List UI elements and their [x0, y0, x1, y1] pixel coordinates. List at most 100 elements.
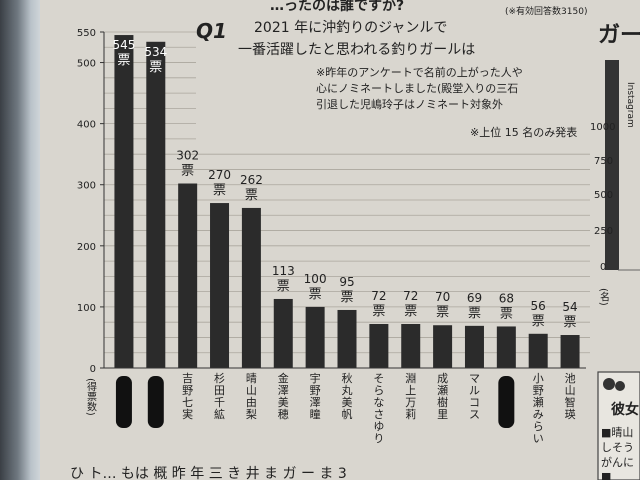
y-axis-label: (得票数) [85, 378, 97, 416]
bar [146, 41, 166, 369]
top-right-fragment: ガー [598, 23, 640, 48]
header-note: (※有効回答数3150) [505, 5, 587, 17]
unit-label: 票 [564, 315, 577, 330]
right-xlabel: (名) [598, 288, 610, 306]
bar [210, 203, 230, 368]
sidebar-line-2: しそう [601, 441, 634, 454]
bar [401, 324, 421, 368]
y-tick-label: 550 [77, 28, 96, 39]
bar [337, 309, 357, 368]
unit-label: 票 [277, 279, 290, 294]
bar [114, 35, 134, 369]
bar [433, 325, 453, 368]
unit-label: 票 [181, 164, 194, 179]
value-label: 70 [435, 290, 450, 304]
value-label: 302 [176, 149, 199, 163]
value-label: 69 [467, 291, 482, 305]
category-label: 成瀬樹里 [437, 372, 448, 421]
right-tick-0: 0 [600, 262, 606, 273]
unit-label: 票 [372, 304, 385, 319]
category-label: 小野瀬みらい [533, 372, 544, 445]
y-tick-label: 500 [77, 59, 96, 70]
y-tick-label: 100 [77, 303, 96, 314]
bars: 545票534票302票吉野七実270票杉田千絋262票晴山由梨113票金澤美穂… [112, 35, 580, 445]
value-label: 68 [499, 291, 514, 305]
unit-label: 票 [117, 53, 130, 68]
unit-label: 票 [468, 306, 481, 321]
value-label: 534 [144, 45, 167, 59]
unit-label: 票 [436, 305, 449, 320]
category-label: そらなさゆり [373, 372, 384, 445]
bar [496, 326, 516, 368]
value-label: 54 [562, 300, 577, 314]
sidebar-line-1: ■晴山 [601, 426, 633, 439]
bar [464, 325, 484, 368]
y-tick-label: 400 [77, 120, 96, 131]
category-label: マルコス [469, 372, 480, 421]
category-label: 杉田千絋 [214, 371, 225, 421]
category-label: 宇野澤瞳 [310, 372, 321, 421]
category-label: 吉野七実 [182, 372, 193, 421]
sidebar-line-3: がんに [601, 455, 634, 469]
unit-label: 票 [500, 306, 513, 321]
unit-label: 票 [532, 314, 545, 329]
unit-label: 票 [213, 183, 226, 198]
speech-bubble-icon [603, 378, 625, 391]
value-label: 270 [208, 168, 231, 182]
right-partial-chart: 1000 750 500 250 0 (名) Instagram [590, 60, 640, 306]
category-label: 淵上万莉 [405, 372, 416, 421]
right-tick-500: 500 [594, 190, 613, 201]
y-tick-label: 200 [77, 242, 96, 253]
value-label: 113 [272, 264, 295, 278]
heading-fragment: …ったのは誰ですか? [270, 0, 404, 14]
bar [241, 207, 261, 368]
right-tick-250: 250 [594, 226, 613, 237]
category-label: 晴山由梨 [246, 372, 257, 421]
footnote: ※上位 15 名のみ発表 [470, 125, 577, 139]
value-label: 545 [112, 38, 135, 52]
unit-label: 票 [149, 60, 162, 75]
right-chart-bar [605, 60, 619, 270]
note-line-1: ※昨年のアンケートで名前の上がった人や [316, 65, 523, 79]
unit-label: 票 [340, 290, 353, 305]
right-bar-label: Instagram [625, 82, 635, 128]
sidebar-title: 彼女 [611, 401, 639, 418]
unit-label: 票 [245, 188, 258, 203]
bar [560, 335, 580, 368]
category-label: 池山智瑛 [565, 372, 576, 421]
bar [528, 333, 548, 368]
redacted-name [147, 376, 164, 428]
value-label: 95 [339, 275, 354, 289]
value-label: 72 [371, 289, 386, 303]
value-label: 72 [403, 289, 418, 303]
category-label: 金澤美穂 [278, 371, 289, 421]
note-line-2: 心にノミネートしました(殿堂入りの三石 [316, 82, 518, 95]
y-axis: 0 100 200 300 400 500 550 [77, 28, 105, 375]
category-label: 秋丸美帆 [342, 371, 353, 421]
unit-label: 票 [309, 287, 322, 302]
bar [178, 183, 198, 368]
chart-title-line-1: 2021 年に沖釣りのジャンルで [254, 20, 447, 36]
question-number: Q1 [196, 19, 227, 43]
y-tick-label: 300 [77, 181, 96, 192]
sidebar-box: 彼女 ■晴山 しそう がんに ■ [597, 371, 640, 480]
sidebar-line-4: ■ [601, 470, 611, 480]
value-label: 56 [531, 299, 546, 313]
value-label: 262 [240, 173, 263, 187]
chart-title-line-2: 一番活躍したと思われる釣りガールは [238, 42, 475, 58]
unit-label: 票 [404, 304, 417, 319]
bar [273, 298, 293, 368]
bottom-text: ひ ト… もは 概 昨 年 三 き 井 ま ガ ー ま 3 [70, 466, 347, 480]
adjacent-page-edge [0, 0, 44, 480]
bar [305, 306, 325, 368]
magazine-page [40, 0, 640, 480]
y-tick-label: 0 [90, 364, 96, 375]
bar [369, 324, 389, 368]
value-label: 100 [304, 272, 327, 286]
redacted-name [498, 376, 515, 428]
note-line-3: 引退した児嶋玲子はノミネート対象外 [316, 97, 503, 111]
right-tick-750: 750 [594, 156, 613, 167]
right-tick-1000: 1000 [590, 122, 615, 133]
